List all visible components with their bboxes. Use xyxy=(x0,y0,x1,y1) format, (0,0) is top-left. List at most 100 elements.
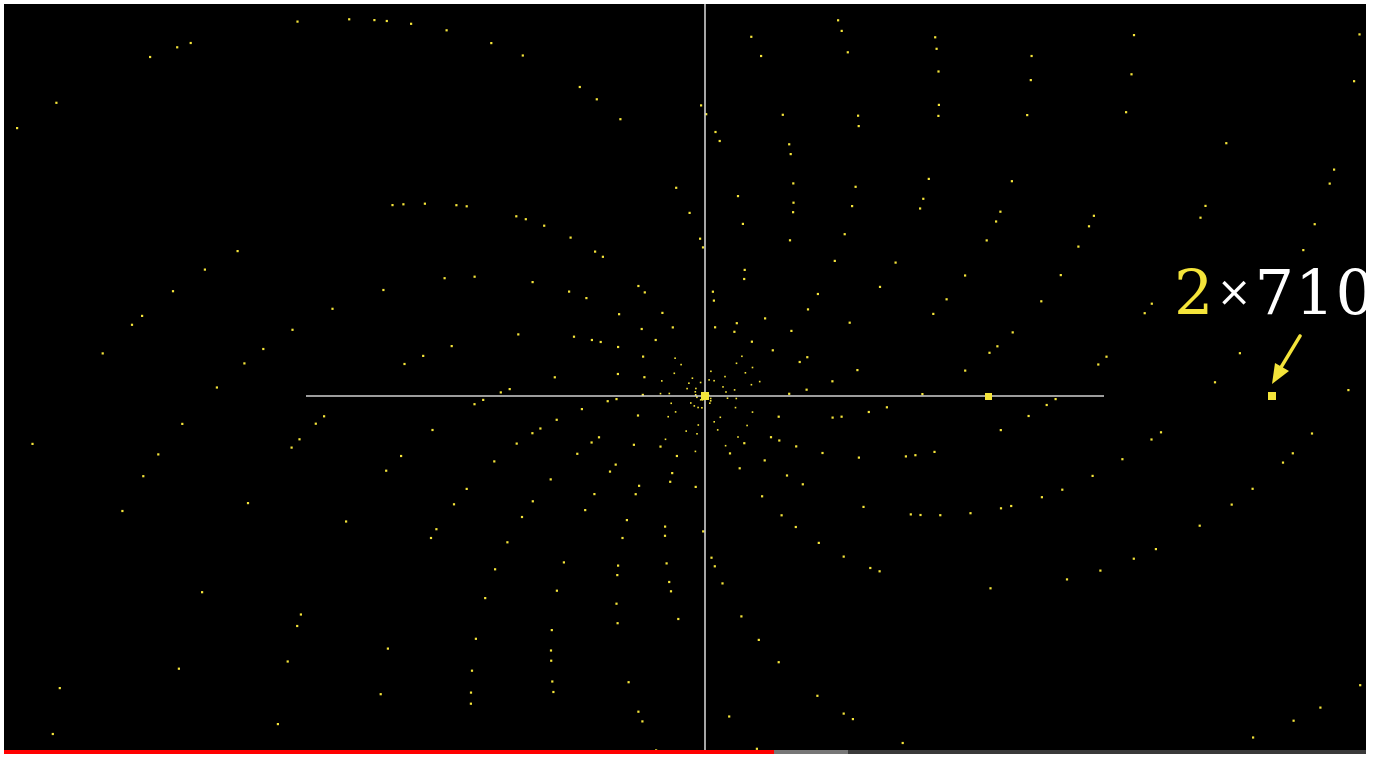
spiral-dot xyxy=(531,432,534,435)
spiral-dot xyxy=(697,424,700,426)
spiral-dot xyxy=(1159,431,1163,434)
spiral-dot xyxy=(1125,111,1128,114)
spiral-dot xyxy=(733,389,736,391)
spiral-dot xyxy=(643,376,646,379)
spiral-dot xyxy=(345,520,348,523)
spiral-dot xyxy=(694,394,697,396)
spiral-dot xyxy=(709,400,712,402)
spiral-dot xyxy=(1059,274,1062,277)
spiral-dot xyxy=(627,681,630,684)
spiral-dot xyxy=(699,237,702,240)
spiral-dot xyxy=(580,408,583,411)
arrow-icon xyxy=(1272,334,1302,384)
spiral-dot xyxy=(1213,381,1217,384)
spiral-dot xyxy=(1097,363,1100,366)
spiral-dot xyxy=(1091,474,1094,477)
spiral-dot xyxy=(1150,302,1153,305)
spiral-dot xyxy=(521,54,524,57)
spiral-dot xyxy=(643,291,646,294)
spiral-dot xyxy=(391,204,394,207)
spiral-dot xyxy=(777,661,780,664)
spiral-dot xyxy=(1302,249,1305,252)
spiral-dot xyxy=(616,574,619,577)
spiral-dot xyxy=(1011,331,1014,334)
spiral-dot xyxy=(524,218,527,221)
spiral-dot xyxy=(121,509,124,513)
spiral-dot xyxy=(1026,114,1029,117)
spiral-dot xyxy=(1029,79,1032,82)
spiral-dot xyxy=(848,321,851,324)
spiral-dot xyxy=(435,528,438,531)
spiral-dot xyxy=(595,98,598,101)
spiral-dot xyxy=(576,452,579,455)
spiral-dot xyxy=(1319,706,1322,709)
spiral-dot xyxy=(149,55,152,59)
spiral-dot xyxy=(499,391,502,394)
spiral-dot xyxy=(671,472,674,475)
spiral-dot xyxy=(919,207,922,210)
spiral-dot xyxy=(817,541,820,544)
spiral-dot xyxy=(878,285,882,288)
spiral-dot xyxy=(806,308,810,311)
spiral-dot xyxy=(746,424,748,427)
video-player[interactable]: 2×710 xyxy=(4,4,1366,754)
spiral-dot xyxy=(710,370,712,373)
spiral-dot xyxy=(667,415,669,418)
spiral-dot xyxy=(1030,54,1033,58)
spiral-dot xyxy=(792,182,795,185)
spiral-dot xyxy=(101,352,104,355)
spiral-dot xyxy=(55,101,58,104)
spiral-dot xyxy=(790,329,793,332)
spiral-dot xyxy=(1130,73,1133,76)
spiral-dot xyxy=(694,450,697,453)
spiral-dot xyxy=(452,503,456,506)
spiral-dot xyxy=(637,710,640,713)
spiral-dot xyxy=(473,275,476,278)
spiral-dot xyxy=(641,720,644,723)
spiral-dot xyxy=(831,416,834,419)
progress-bar[interactable] xyxy=(4,750,1366,754)
spiral-dot xyxy=(508,388,511,391)
spiral-dot xyxy=(713,565,716,568)
spiral-dot xyxy=(691,377,694,379)
spiral-dot xyxy=(551,680,554,683)
spiral-dot xyxy=(675,454,678,458)
spiral-dot xyxy=(694,391,697,393)
spiral-dot xyxy=(761,495,764,498)
spiral-dot xyxy=(465,205,468,208)
spiral-dot xyxy=(599,340,602,344)
spiral-dot xyxy=(696,433,698,435)
spiral-dot xyxy=(550,659,553,662)
spiral-dot xyxy=(1358,33,1361,36)
polar-dot-plot xyxy=(16,4,1362,754)
spiral-dot xyxy=(654,338,657,342)
spiral-dot xyxy=(743,268,746,271)
spiral-dot xyxy=(619,118,622,121)
spiral-dot xyxy=(857,125,860,128)
spiral-dot xyxy=(1054,398,1057,401)
spiral-dot xyxy=(999,429,1002,432)
spiral-dot xyxy=(621,536,624,540)
spiral-dot xyxy=(769,436,773,439)
spiral-dot xyxy=(494,568,497,571)
spiral-dot xyxy=(1199,216,1202,219)
spiral-dot xyxy=(616,372,619,376)
spiral-dot xyxy=(741,222,744,225)
spiral-dot xyxy=(763,459,766,462)
spiral-dot xyxy=(543,224,546,227)
spiral-dot xyxy=(661,380,663,382)
spiral-dot xyxy=(1225,142,1228,145)
spiral-dot xyxy=(465,487,468,490)
spiral-dot xyxy=(615,602,618,605)
spiral-dot xyxy=(833,259,836,262)
spiral-dot xyxy=(382,288,385,292)
spiral-dot xyxy=(716,429,719,431)
spiral-dot xyxy=(1077,245,1080,248)
spiral-dot xyxy=(750,340,753,343)
spiral-dot xyxy=(262,347,265,351)
spiral-dot xyxy=(584,509,587,512)
spiral-dot xyxy=(794,525,797,529)
spiral-dot xyxy=(1121,458,1124,461)
spiral-dot xyxy=(590,441,593,444)
spiral-dot xyxy=(985,239,988,242)
